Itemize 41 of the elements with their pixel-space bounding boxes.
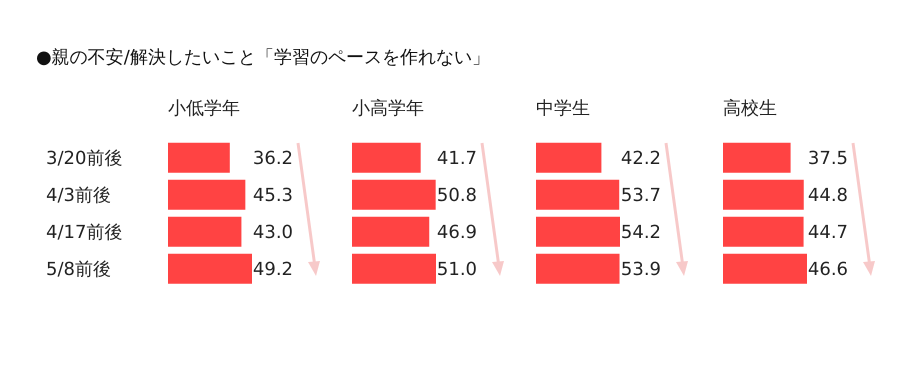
bar [723,254,807,284]
bar [723,180,804,210]
bar [723,142,791,173]
data-label: 41.7 [436,148,477,169]
data-label: 42.2 [620,148,661,169]
data-label: 45.3 [252,185,293,206]
bar [168,254,252,284]
bar [352,254,436,284]
bar [352,142,421,173]
chart-title: 中学生 [536,97,590,120]
data-label: 44.8 [808,185,848,206]
text: ●親の不安/解決したいこと「学習のペースを作れない」 [36,46,490,69]
y-tick-label: 4/3前後 [46,184,111,206]
y-tick-label: 4/17前後 [46,222,122,243]
data-label: 51.0 [436,259,477,280]
bar [168,216,242,247]
data-label: 54.2 [620,222,661,243]
bar [168,142,230,173]
data-label: 46.6 [808,259,848,280]
data-label: 46.9 [436,222,477,243]
data-label: 37.5 [808,148,848,169]
data-label: 36.2 [252,148,293,169]
bar [723,216,804,247]
y-tick-label: 5/8前後 [46,258,111,280]
bar [352,216,430,247]
bar [352,180,436,210]
bar [168,180,246,210]
data-label: 53.7 [620,185,661,206]
chart-title: 小低学年 [168,97,240,120]
bar [536,254,620,284]
data-label: 53.9 [620,259,661,280]
bar [536,180,620,210]
bar [536,142,602,173]
data-label: 44.7 [808,222,848,243]
data-label: 49.2 [252,259,293,280]
chart-title: 小高学年 [352,97,424,120]
y-tick-label: 3/20前後 [46,148,122,169]
data-label: 50.8 [436,185,477,206]
chart-title: 高校生 [723,97,777,120]
data-label: 43.0 [252,222,293,243]
bar [536,216,620,247]
